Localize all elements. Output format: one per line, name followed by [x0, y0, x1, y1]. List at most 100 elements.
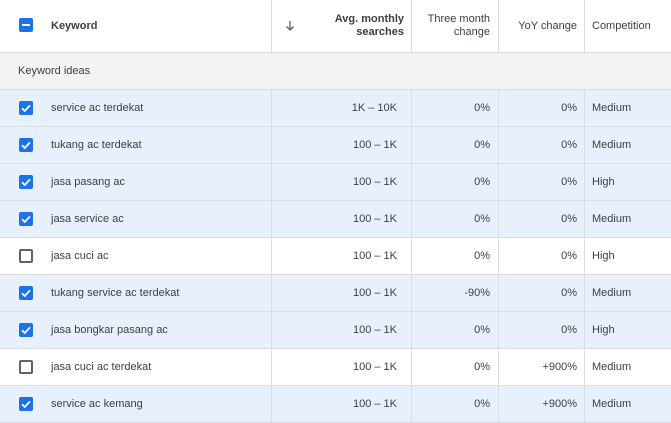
table-row[interactable]: jasa cuci ac 100 – 1K 0% 0% High: [0, 238, 671, 275]
three-month-change-cell: 0%: [474, 102, 490, 114]
row-checkbox[interactable]: [19, 138, 33, 152]
column-divider: [271, 201, 272, 237]
keyword-cell: service ac terdekat: [51, 102, 144, 114]
column-divider: [271, 164, 272, 200]
keyword-cell: tukang service ac terdekat: [51, 287, 180, 299]
three-month-change-cell: 0%: [474, 139, 490, 151]
row-checkbox[interactable]: [19, 286, 33, 300]
table-row[interactable]: jasa bongkar pasang ac 100 – 1K 0% 0% High: [0, 312, 671, 349]
column-divider: [584, 349, 585, 385]
avg-monthly-searches-cell: 100 – 1K: [352, 287, 397, 299]
section-keyword-ideas: Keyword ideas: [0, 53, 671, 90]
table-row[interactable]: jasa pasang ac 100 – 1K 0% 0% High: [0, 164, 671, 201]
header-three-line2: change: [453, 26, 490, 38]
column-divider: [498, 275, 499, 311]
table-row[interactable]: jasa service ac 100 – 1K 0% 0% Medium: [0, 201, 671, 238]
checkmark-icon: [21, 289, 31, 298]
yoy-change-cell: +900%: [542, 398, 577, 410]
competition-cell: Medium: [592, 287, 632, 299]
column-divider: [271, 349, 272, 385]
column-divider: [498, 386, 499, 422]
three-month-change-cell: 0%: [474, 398, 490, 410]
column-divider: [498, 201, 499, 237]
row-checkbox[interactable]: [19, 101, 33, 115]
row-checkbox[interactable]: [19, 212, 33, 226]
header-keyword[interactable]: Keyword: [51, 19, 98, 32]
avg-monthly-searches-cell: 100 – 1K: [352, 139, 397, 151]
column-divider: [271, 127, 272, 163]
competition-cell: Medium: [592, 213, 632, 225]
column-divider: [584, 127, 585, 163]
column-divider: [271, 386, 272, 422]
column-divider: [498, 349, 499, 385]
competition-cell: Medium: [592, 361, 632, 373]
header-avg-monthly-searches[interactable]: Avg. monthly searches: [300, 0, 404, 52]
three-month-change-cell: 0%: [474, 250, 490, 262]
yoy-change-cell: +900%: [542, 361, 577, 373]
column-divider: [411, 0, 412, 52]
keyword-cell: service ac kemang: [51, 398, 143, 410]
header-competition[interactable]: Competition: [592, 19, 651, 32]
three-month-change-cell: 0%: [474, 213, 490, 225]
keyword-cell: jasa cuci ac terdekat: [51, 361, 152, 373]
header-three-line1: Three month: [427, 13, 490, 25]
yoy-change-cell: 0%: [561, 176, 577, 188]
avg-monthly-searches-cell: 100 – 1K: [352, 250, 397, 262]
column-divider: [498, 0, 499, 52]
column-divider: [498, 238, 499, 274]
table-row[interactable]: service ac kemang 100 – 1K 0% +900% Medium: [0, 386, 671, 423]
column-divider: [411, 238, 412, 274]
competition-cell: High: [592, 324, 615, 336]
keyword-cell: jasa pasang ac: [51, 176, 125, 188]
select-all-checkbox[interactable]: [19, 18, 33, 32]
table-row[interactable]: service ac terdekat 1K – 10K 0% 0% Medium: [0, 90, 671, 127]
competition-cell: Medium: [592, 398, 632, 410]
column-divider: [411, 201, 412, 237]
column-divider: [584, 238, 585, 274]
column-divider: [411, 349, 412, 385]
header-yoy-change[interactable]: YoY change: [518, 19, 577, 32]
column-divider: [584, 90, 585, 126]
yoy-change-cell: 0%: [561, 102, 577, 114]
row-checkbox[interactable]: [19, 397, 33, 411]
column-divider: [271, 90, 272, 126]
keyword-cell: tukang ac terdekat: [51, 139, 142, 151]
yoy-change-cell: 0%: [561, 213, 577, 225]
column-divider: [498, 164, 499, 200]
column-divider: [498, 127, 499, 163]
table-row[interactable]: jasa cuci ac terdekat 100 – 1K 0% +900% Medi…: [0, 349, 671, 386]
row-checkbox[interactable]: [19, 360, 33, 374]
header-avg-line1: Avg. monthly: [334, 13, 404, 25]
avg-monthly-searches-cell: 100 – 1K: [352, 361, 397, 373]
checkmark-icon: [21, 400, 31, 409]
yoy-change-cell: 0%: [561, 287, 577, 299]
checkmark-icon: [21, 141, 31, 150]
table-row[interactable]: tukang service ac terdekat 100 – 1K -90% 0%…: [0, 275, 671, 312]
three-month-change-cell: -90%: [464, 287, 490, 299]
keyword-cell: jasa service ac: [51, 213, 124, 225]
avg-monthly-searches-cell: 100 – 1K: [352, 176, 397, 188]
sort-arrow-down-icon[interactable]: [284, 0, 300, 52]
column-divider: [584, 0, 585, 52]
column-divider: [271, 312, 272, 348]
header-three-month-change[interactable]: Three month change: [412, 0, 490, 52]
column-divider: [411, 312, 412, 348]
avg-monthly-searches-cell: 100 – 1K: [352, 398, 397, 410]
row-checkbox[interactable]: [19, 249, 33, 263]
keyword-cell: jasa bongkar pasang ac: [51, 324, 168, 336]
row-checkbox[interactable]: [19, 175, 33, 189]
column-divider: [498, 90, 499, 126]
column-divider: [271, 238, 272, 274]
three-month-change-cell: 0%: [474, 176, 490, 188]
yoy-change-cell: 0%: [561, 139, 577, 151]
checkmark-icon: [21, 104, 31, 113]
column-divider: [584, 164, 585, 200]
column-divider: [411, 386, 412, 422]
table-row[interactable]: tukang ac terdekat 100 – 1K 0% 0% Medium: [0, 127, 671, 164]
checkmark-icon: [21, 178, 31, 187]
column-divider: [584, 386, 585, 422]
row-checkbox[interactable]: [19, 323, 33, 337]
competition-cell: High: [592, 176, 615, 188]
competition-cell: Medium: [592, 139, 632, 151]
table-header: Keyword Avg. monthly searches Three month…: [0, 0, 671, 53]
